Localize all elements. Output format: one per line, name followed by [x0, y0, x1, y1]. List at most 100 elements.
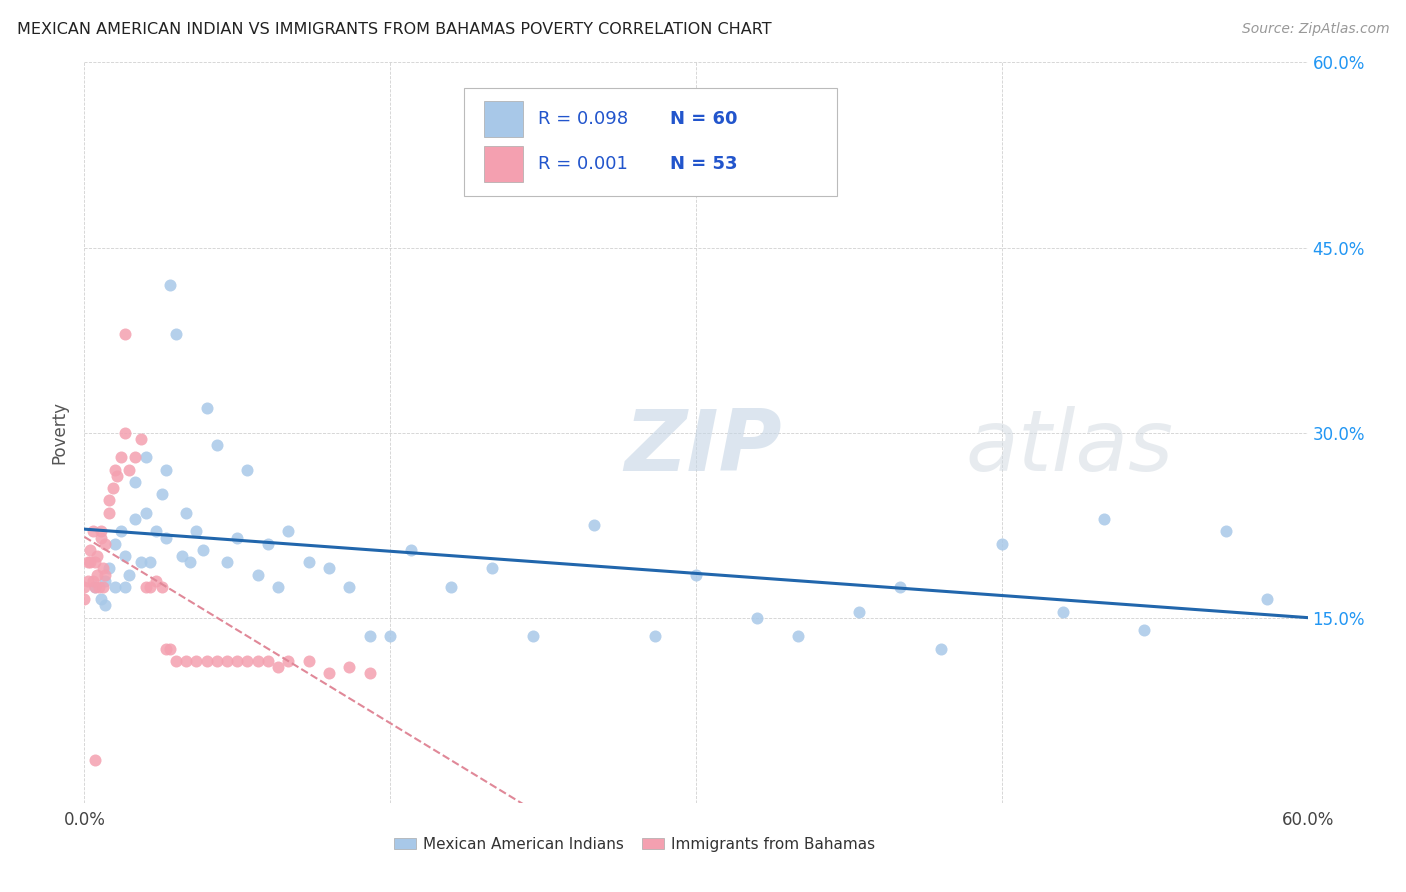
Point	[138, 580, 160, 594]
Point	[93, 599, 115, 613]
Point	[186, 524, 208, 539]
Point	[889, 580, 911, 594]
Point	[83, 753, 105, 767]
Point	[104, 462, 127, 476]
Point	[87, 580, 110, 594]
Point	[91, 561, 114, 575]
Point	[124, 512, 146, 526]
Point	[104, 536, 127, 550]
Point	[848, 605, 870, 619]
Text: R = 0.001: R = 0.001	[538, 155, 628, 173]
Point	[118, 567, 141, 582]
Point	[226, 654, 249, 668]
Point	[93, 567, 115, 582]
Point	[991, 536, 1014, 550]
Point	[1215, 524, 1237, 539]
Point	[298, 654, 321, 668]
Text: N = 53: N = 53	[671, 155, 738, 173]
Point	[1133, 623, 1156, 637]
Point	[174, 654, 197, 668]
Point	[236, 654, 259, 668]
Point	[522, 629, 544, 643]
Point	[787, 629, 810, 643]
Point	[747, 610, 769, 624]
Point	[440, 580, 463, 594]
Point	[118, 462, 141, 476]
Text: ZIP: ZIP	[624, 406, 782, 489]
FancyBboxPatch shape	[464, 88, 837, 195]
Point	[114, 580, 136, 594]
Point	[298, 555, 321, 569]
Point	[86, 549, 108, 563]
Point	[318, 561, 340, 575]
Point	[73, 580, 96, 594]
Point	[339, 660, 361, 674]
Point	[135, 450, 157, 465]
Point	[195, 654, 218, 668]
Point	[217, 555, 239, 569]
Point	[79, 542, 101, 557]
Point	[205, 654, 228, 668]
Point	[380, 629, 402, 643]
Point	[191, 542, 214, 557]
Text: N = 60: N = 60	[671, 111, 738, 128]
Text: MEXICAN AMERICAN INDIAN VS IMMIGRANTS FROM BAHAMAS POVERTY CORRELATION CHART: MEXICAN AMERICAN INDIAN VS IMMIGRANTS FR…	[17, 22, 772, 37]
Y-axis label: Poverty: Poverty	[51, 401, 69, 464]
Point	[145, 574, 167, 588]
Point	[277, 654, 299, 668]
Point	[131, 555, 153, 569]
Point	[150, 487, 173, 501]
Point	[267, 660, 290, 674]
Point	[155, 462, 177, 476]
Point	[114, 549, 136, 563]
Point	[195, 401, 218, 415]
Point	[114, 425, 136, 440]
Point	[97, 506, 120, 520]
Point	[105, 468, 128, 483]
Point	[77, 555, 100, 569]
Point	[110, 524, 132, 539]
Point	[318, 666, 340, 681]
Point	[138, 555, 160, 569]
Point	[155, 531, 177, 545]
Point	[114, 326, 136, 341]
Point	[1052, 605, 1074, 619]
Point	[359, 629, 381, 643]
Point	[97, 561, 120, 575]
Point	[174, 506, 197, 520]
Point	[226, 531, 249, 545]
Point	[339, 580, 361, 594]
Point	[481, 561, 503, 575]
Point	[83, 580, 105, 594]
Point	[179, 555, 201, 569]
Point	[124, 450, 146, 465]
Point	[929, 641, 952, 656]
Point	[124, 475, 146, 489]
Text: Source: ZipAtlas.com: Source: ZipAtlas.com	[1241, 22, 1389, 37]
Point	[91, 580, 114, 594]
Point	[86, 567, 108, 582]
Point	[131, 432, 153, 446]
Point	[135, 506, 157, 520]
Point	[1092, 512, 1115, 526]
Point	[145, 524, 167, 539]
Point	[159, 641, 181, 656]
Point	[155, 641, 177, 656]
Point	[93, 574, 115, 588]
Point	[583, 518, 606, 533]
Point	[135, 580, 157, 594]
Point	[93, 536, 115, 550]
Point	[90, 592, 112, 607]
Point	[73, 592, 96, 607]
Point	[186, 654, 208, 668]
Point	[165, 654, 187, 668]
Point	[77, 574, 100, 588]
Point	[267, 580, 290, 594]
Text: atlas: atlas	[965, 406, 1173, 489]
Point	[644, 629, 666, 643]
Point	[165, 326, 187, 341]
Text: R = 0.098: R = 0.098	[538, 111, 628, 128]
Point	[172, 549, 194, 563]
Point	[97, 493, 120, 508]
Point	[104, 580, 127, 594]
